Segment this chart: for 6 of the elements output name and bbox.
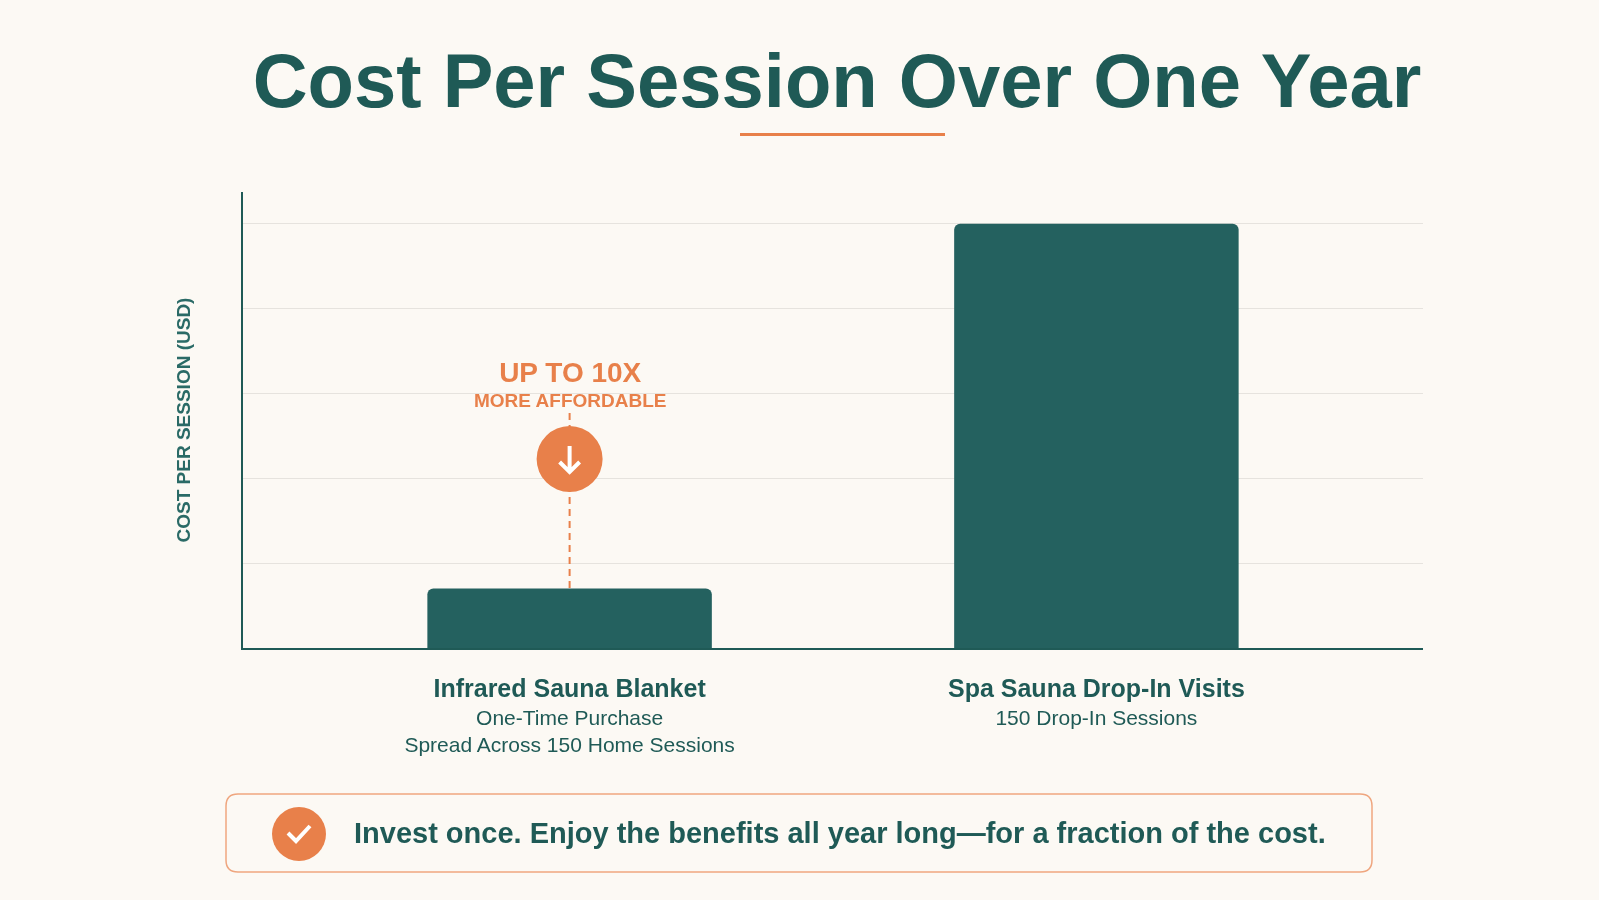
y-axis-title: COST PER SESSION (USD) <box>173 297 195 543</box>
x-tick-label: Infrared Sauna Blanket One-Time Purchase Spread Across 150 Home Sessions <box>404 674 735 756</box>
annotation: UP TO 10X MORE AFFORDABLE <box>474 357 667 411</box>
chart-title: Cost Per Session Over One Year <box>252 37 1422 123</box>
x-tick-label: Spa Sauna Drop-In Visits 150 Drop-In Sessions <box>947 674 1245 729</box>
text: Invest once. Enjoy the benefits all year long—for a fraction of the cost. <box>354 817 1326 849</box>
